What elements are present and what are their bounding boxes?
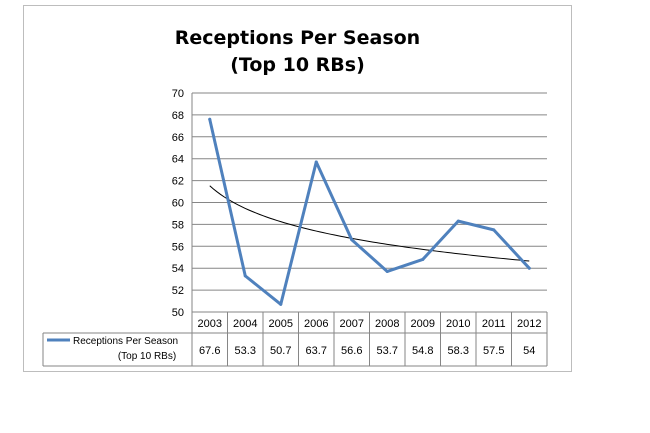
x-tick-label-2007: 2007	[340, 318, 364, 330]
y-tick-label-50: 50	[172, 307, 184, 319]
data-point-2012	[527, 266, 531, 270]
y-tick-label-62: 62	[172, 176, 184, 188]
y-tick-label-56: 56	[172, 241, 184, 253]
data-label-2008: 53.7	[377, 345, 398, 357]
y-tick-label-52: 52	[172, 285, 184, 297]
data-point-2004	[243, 274, 247, 278]
data-label-2009: 54.8	[412, 345, 433, 357]
chart-title: Receptions Per Season (Top 10 RBs)	[23, 25, 572, 79]
data-label-2004: 53.3	[235, 345, 256, 357]
x-tick-label-2012: 2012	[517, 318, 541, 330]
data-point-2009	[421, 257, 425, 261]
data-label-2011: 57.5	[483, 345, 504, 357]
data-point-2008	[385, 269, 389, 273]
data-label-2003: 67.6	[199, 345, 220, 357]
x-tick-label-2009: 2009	[411, 318, 435, 330]
data-label-2005: 50.7	[270, 345, 291, 357]
y-tick-label-64: 64	[172, 154, 184, 166]
data-point-2005	[279, 302, 283, 306]
legend-label-line2: (Top 10 RBs)	[118, 351, 176, 362]
y-tick-label-54: 54	[172, 263, 184, 275]
data-point-2003	[208, 117, 212, 121]
y-tick-label-68: 68	[172, 110, 184, 122]
x-tick-label-2005: 2005	[269, 318, 293, 330]
data-label-2012: 54	[523, 345, 535, 357]
legend-label-line1: Receptions Per Season	[73, 336, 178, 347]
x-tick-label-2004: 2004	[233, 318, 257, 330]
x-tick-label-2006: 2006	[304, 318, 328, 330]
data-point-2007	[350, 238, 354, 242]
chart-frame	[23, 5, 572, 372]
x-tick-label-2010: 2010	[446, 318, 470, 330]
chart-title-line1: Receptions Per Season	[174, 27, 421, 49]
data-point-2006	[314, 160, 318, 164]
y-tick-label-66: 66	[172, 132, 184, 144]
data-label-2007: 56.6	[341, 345, 362, 357]
data-point-2011	[492, 228, 496, 232]
data-point-2010	[456, 219, 460, 223]
data-label-2006: 63.7	[306, 345, 327, 357]
x-tick-label-2003: 2003	[198, 318, 222, 330]
data-label-2010: 58.3	[448, 345, 469, 357]
series-line	[208, 117, 531, 306]
y-tick-label-58: 58	[172, 219, 184, 231]
x-tick-label-2008: 2008	[375, 318, 399, 330]
x-tick-label-2011: 2011	[482, 318, 506, 330]
y-tick-label-70: 70	[172, 88, 184, 100]
trendline	[209, 185, 530, 262]
y-tick-label-60: 60	[172, 198, 184, 210]
chart-title-line2: (Top 10 RBs)	[230, 54, 365, 76]
